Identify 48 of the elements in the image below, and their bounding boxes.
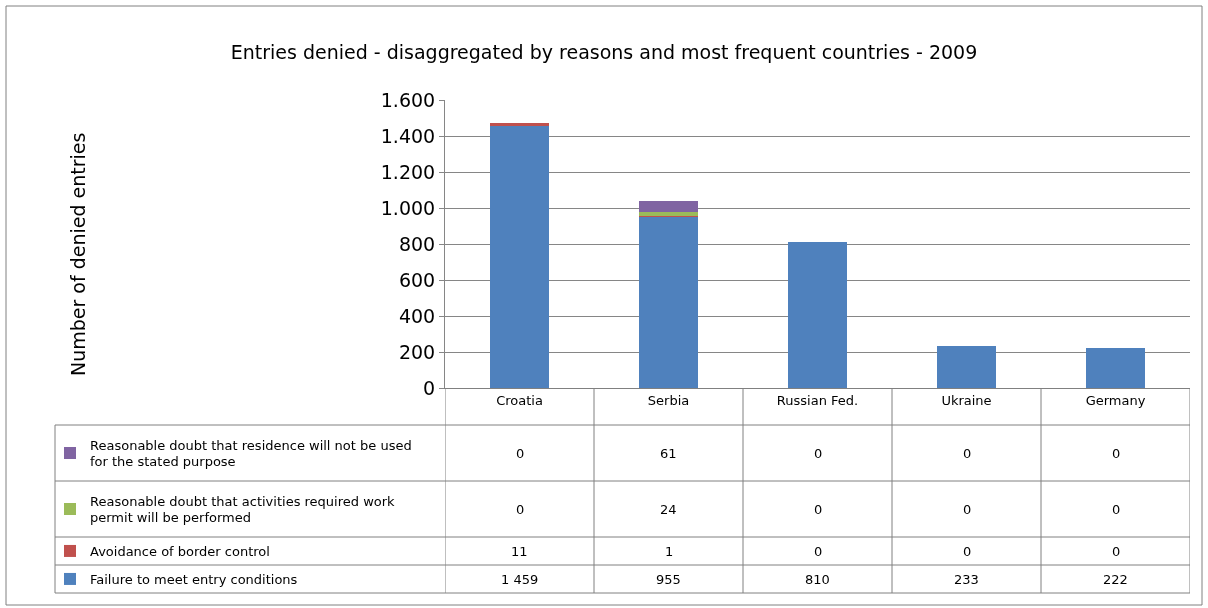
- x-tick-label: Serbia: [647, 392, 690, 408]
- data-label: 1: [665, 544, 674, 559]
- legend-label: Avoidance of border control: [90, 544, 270, 560]
- legend-label: Reasonable doubt that residence will not be used for the stated purpose: [90, 437, 412, 470]
- data-label: 0: [814, 502, 823, 517]
- y-tick-label: 200: [398, 340, 436, 363]
- data-label: 0: [963, 446, 972, 461]
- data-label: 0: [963, 544, 972, 559]
- data-label: 0: [1112, 502, 1121, 517]
- bar: [638, 200, 699, 212]
- data-label: 222: [1103, 572, 1128, 587]
- legend-label: Failure to meet entry conditions: [90, 572, 298, 588]
- bar: [936, 346, 997, 388]
- chart-title: Entries denied - disaggregated by reasons and most frequent countries - 2009: [230, 40, 978, 63]
- y-tick-label: 400: [398, 304, 436, 327]
- y-tick-label: 600: [398, 268, 436, 291]
- data-label: 0: [516, 502, 525, 517]
- legend-label: Reasonable doubt that activities required work permit will be performed: [90, 493, 396, 526]
- data-label: 61: [660, 446, 677, 461]
- data-label: 0: [814, 446, 823, 461]
- data-label: 0: [1112, 446, 1121, 461]
- y-tick-label: 1.200: [380, 160, 436, 183]
- x-tick-label: Russian Fed.: [776, 392, 859, 408]
- x-tick-label: Ukraine: [941, 392, 992, 408]
- data-label: 1 459: [501, 572, 539, 587]
- bar: [489, 125, 550, 388]
- y-tick-label: 1.400: [380, 124, 436, 147]
- data-label: 810: [805, 572, 830, 587]
- data-label: 233: [954, 572, 979, 587]
- data-label: 24: [660, 502, 677, 517]
- y-tick-label: 0: [423, 376, 436, 399]
- x-tick-label: Germany: [1085, 392, 1146, 408]
- bar: [489, 123, 550, 126]
- text: Number of denied entries: [67, 132, 89, 376]
- data-label: 11: [511, 544, 528, 559]
- y-tick-label: 800: [398, 232, 436, 255]
- bar: [638, 211, 699, 216]
- data-label: 0: [1112, 544, 1121, 559]
- data-label: 0: [814, 544, 823, 559]
- bar: [1085, 348, 1146, 388]
- x-tick-label: Croatia: [496, 392, 543, 408]
- data-label: 0: [516, 446, 525, 461]
- bar: [638, 216, 699, 388]
- bar: [787, 242, 848, 388]
- data-label: 0: [963, 502, 972, 517]
- data-label: 955: [656, 572, 681, 587]
- y-tick-label: 1.000: [380, 196, 436, 219]
- y-tick-label: 1.600: [380, 88, 436, 111]
